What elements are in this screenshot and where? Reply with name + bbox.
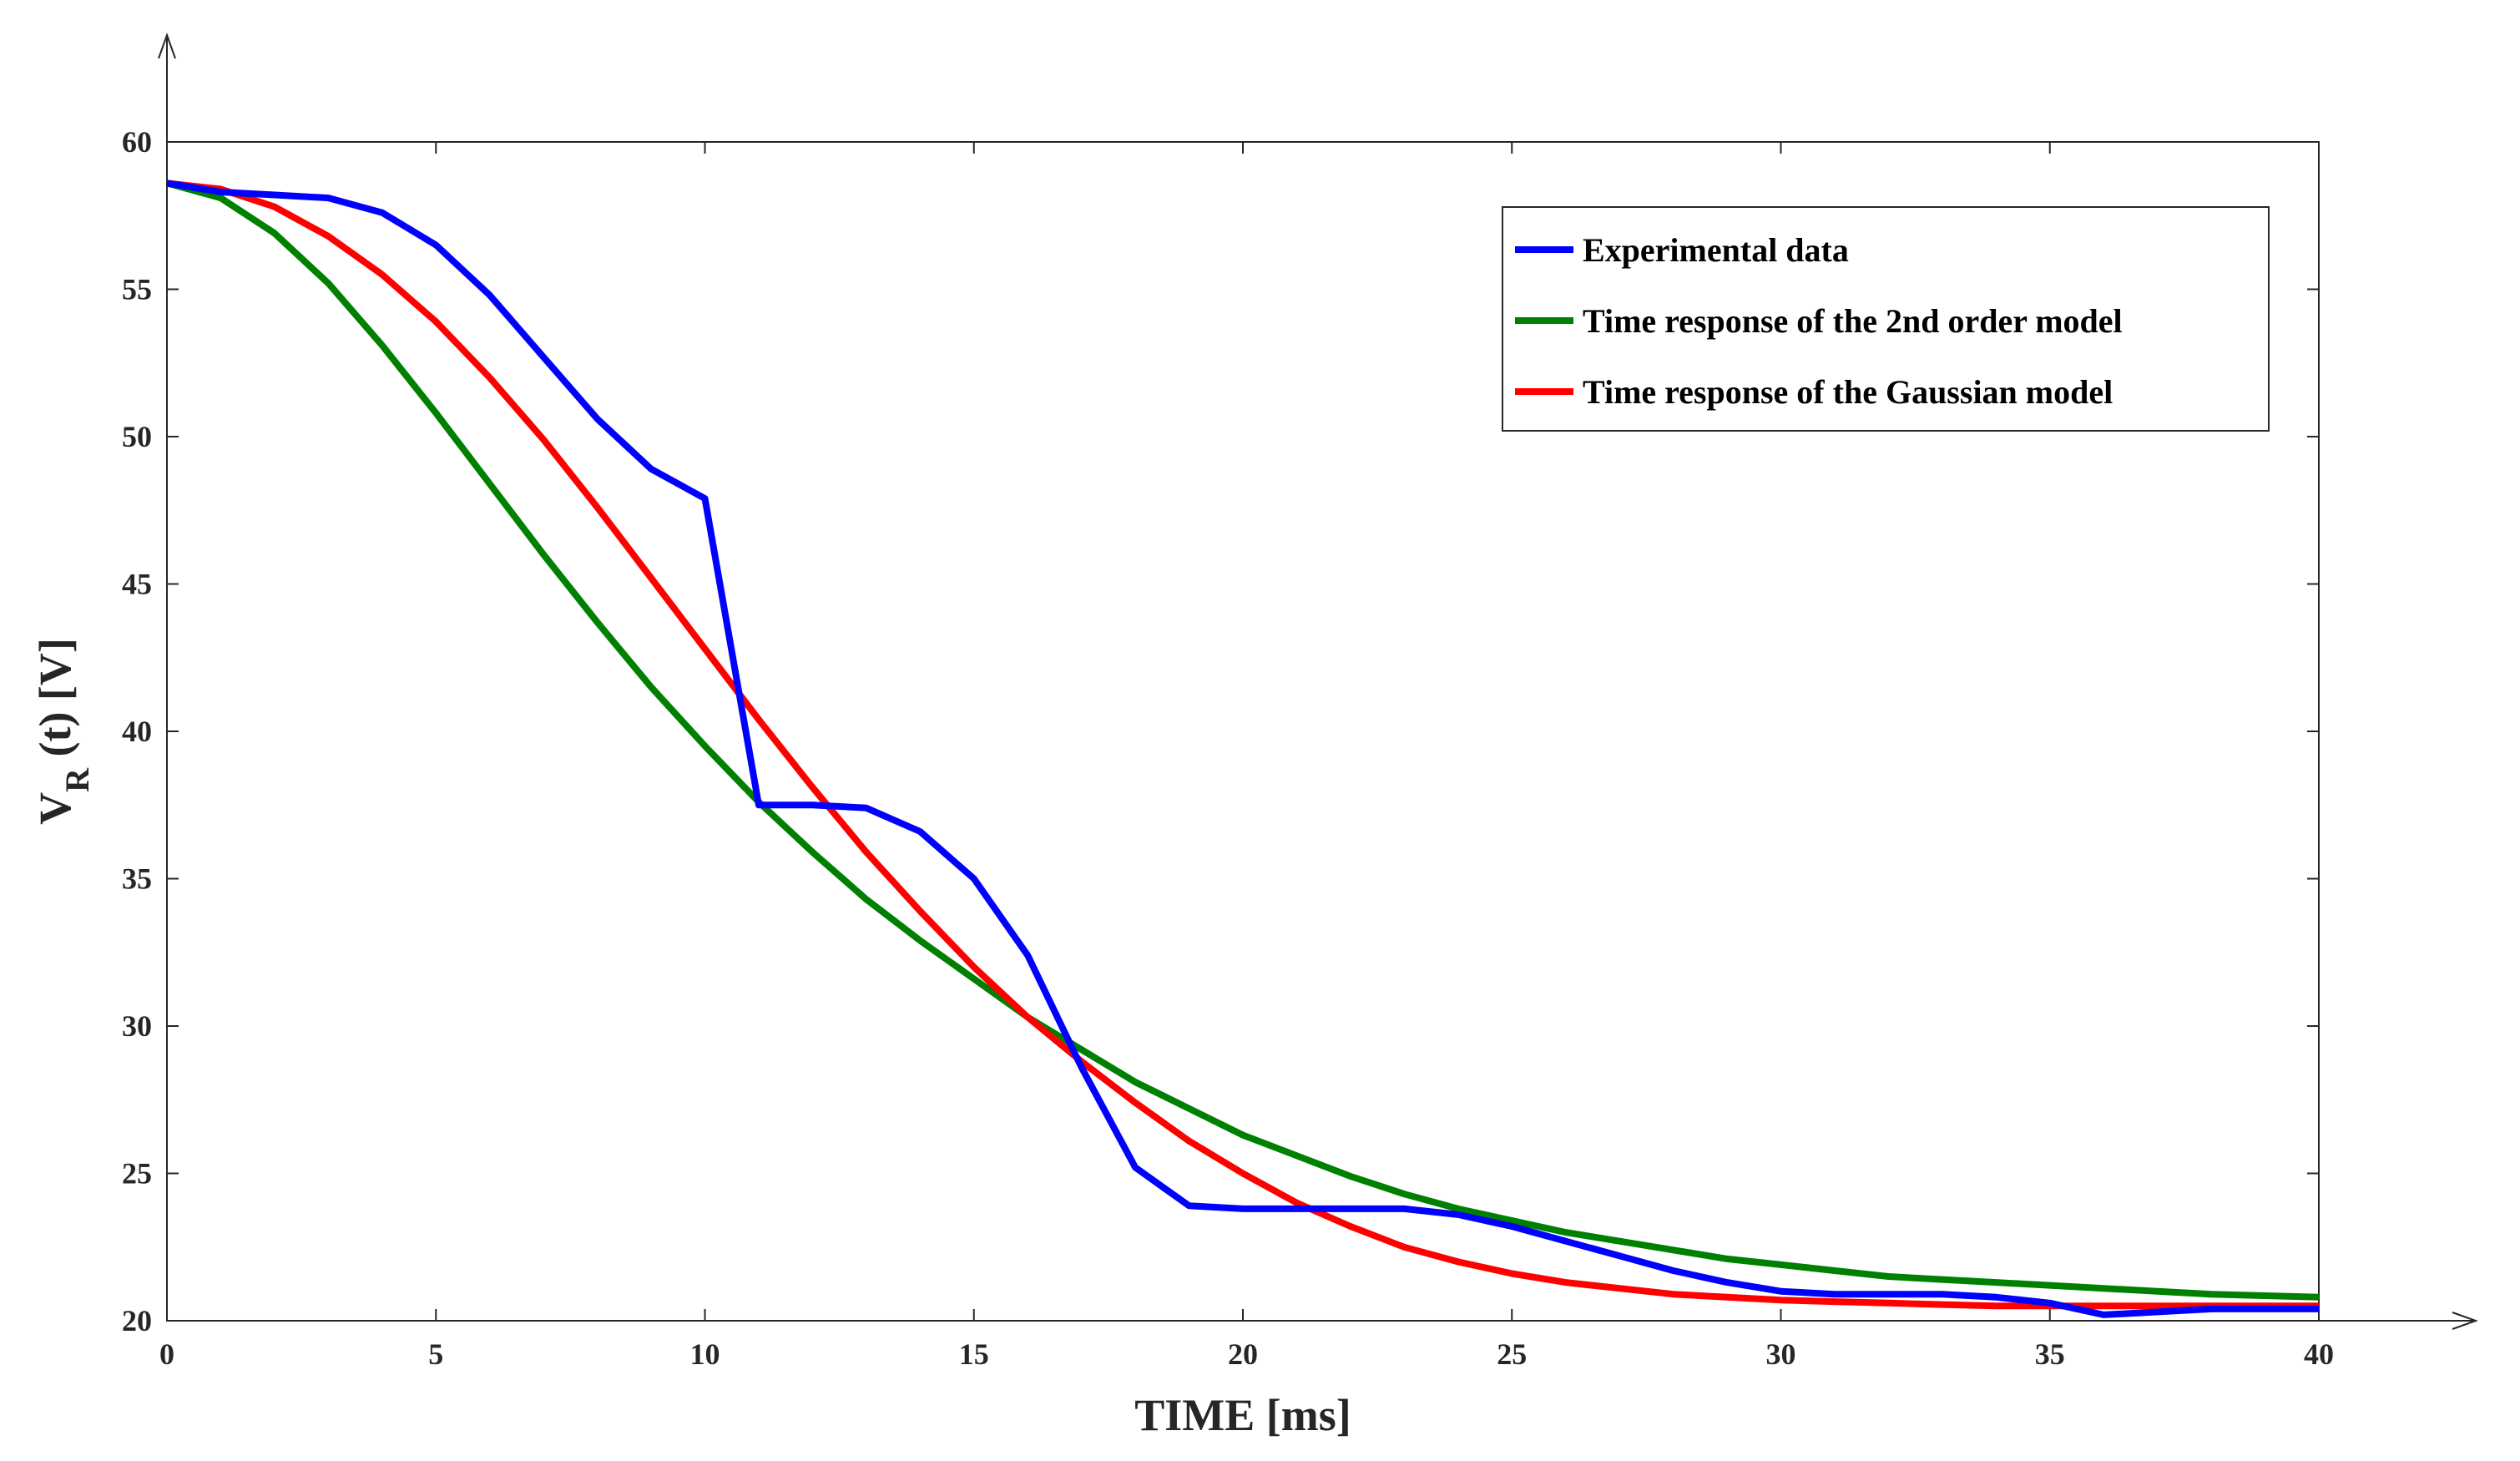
x-tick-label: 0 bbox=[159, 1337, 174, 1371]
x-axis-arrowhead bbox=[2452, 1312, 2478, 1330]
x-tick-label: 35 bbox=[2035, 1337, 2065, 1371]
legend-label-gaussian-model: Time response of the Gaussian model bbox=[1583, 373, 2113, 411]
x-axis-title: TIME [ms] bbox=[1134, 1390, 1351, 1440]
y-tick-label: 30 bbox=[122, 1009, 152, 1043]
x-tick-label: 15 bbox=[959, 1337, 989, 1371]
y-tick-label: 25 bbox=[122, 1157, 152, 1191]
x-tick-label: 20 bbox=[1228, 1337, 1258, 1371]
y-axis-ticks: 20 25 30 35 40 45 50 55 60 bbox=[122, 125, 2319, 1337]
x-axis-ticks: 0 5 10 15 20 25 30 35 40 bbox=[159, 142, 2334, 1371]
x-tick-label: 5 bbox=[428, 1337, 443, 1371]
axis-arrows bbox=[158, 33, 2478, 1330]
y-tick-label: 60 bbox=[122, 125, 152, 159]
y-tick-label: 20 bbox=[122, 1304, 152, 1337]
y-tick-label: 35 bbox=[122, 862, 152, 896]
series-layer bbox=[167, 179, 2319, 1318]
y-tick-label: 40 bbox=[122, 715, 152, 748]
y-axis-title-suffix: (t) [V] bbox=[30, 638, 80, 768]
y-axis-title-subscript: R bbox=[58, 767, 96, 792]
legend-box bbox=[1502, 206, 2270, 432]
x-tick-label: 10 bbox=[690, 1337, 720, 1371]
y-axis-title-main: V bbox=[30, 792, 80, 825]
legend-label-experimental: Experimental data bbox=[1583, 231, 1849, 269]
y-tick-label: 50 bbox=[122, 420, 152, 453]
series-line-2nd-order-model bbox=[167, 179, 2319, 1301]
x-tick-label: 25 bbox=[1497, 1337, 1527, 1371]
y-tick-label: 55 bbox=[122, 273, 152, 306]
y-tick-label: 45 bbox=[122, 568, 152, 601]
x-tick-label: 30 bbox=[1766, 1337, 1796, 1371]
series-line-experimental bbox=[167, 179, 2319, 1318]
legend-label-2nd-order-model: Time response of the 2nd order model bbox=[1583, 302, 2123, 340]
x-tick-label: 40 bbox=[2304, 1337, 2334, 1371]
y-axis-title: VR (t) [V] bbox=[30, 638, 96, 825]
legend: Experimental data Time response of the 2… bbox=[1502, 206, 2270, 432]
series-line-gaussian-model bbox=[167, 179, 2319, 1310]
y-axis-arrowhead bbox=[158, 33, 176, 59]
